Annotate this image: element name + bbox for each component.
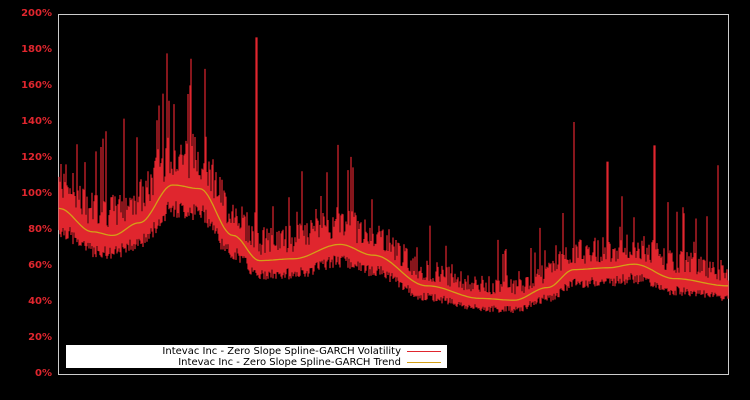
y-tick-60: 60% [28, 260, 52, 271]
chart-legend: Intevac Inc - Zero Slope Spline-GARCH Vo… [66, 345, 447, 368]
y-tick-200: 200% [21, 8, 52, 19]
y-tick-20: 20% [28, 332, 52, 343]
legend-label-volatility: Intevac Inc - Zero Slope Spline-GARCH Vo… [162, 346, 401, 357]
legend-swatch-trend [407, 362, 441, 363]
y-tick-40: 40% [28, 296, 52, 307]
legend-label-trend: Intevac Inc - Zero Slope Spline-GARCH Tr… [178, 357, 401, 368]
volatility-line [58, 37, 729, 313]
legend-item-volatility: Intevac Inc - Zero Slope Spline-GARCH Vo… [162, 346, 441, 357]
y-tick-160: 160% [21, 80, 52, 91]
legend-item-trend: Intevac Inc - Zero Slope Spline-GARCH Tr… [178, 357, 441, 368]
y-tick-140: 140% [21, 116, 52, 127]
y-tick-180: 180% [21, 44, 52, 55]
y-tick-100: 100% [21, 188, 52, 199]
y-tick-0: 0% [35, 368, 52, 379]
y-tick-120: 120% [21, 152, 52, 163]
y-tick-80: 80% [28, 224, 52, 235]
volatility-series [58, 37, 729, 313]
trend-series [58, 184, 728, 301]
legend-swatch-volatility [407, 351, 441, 352]
